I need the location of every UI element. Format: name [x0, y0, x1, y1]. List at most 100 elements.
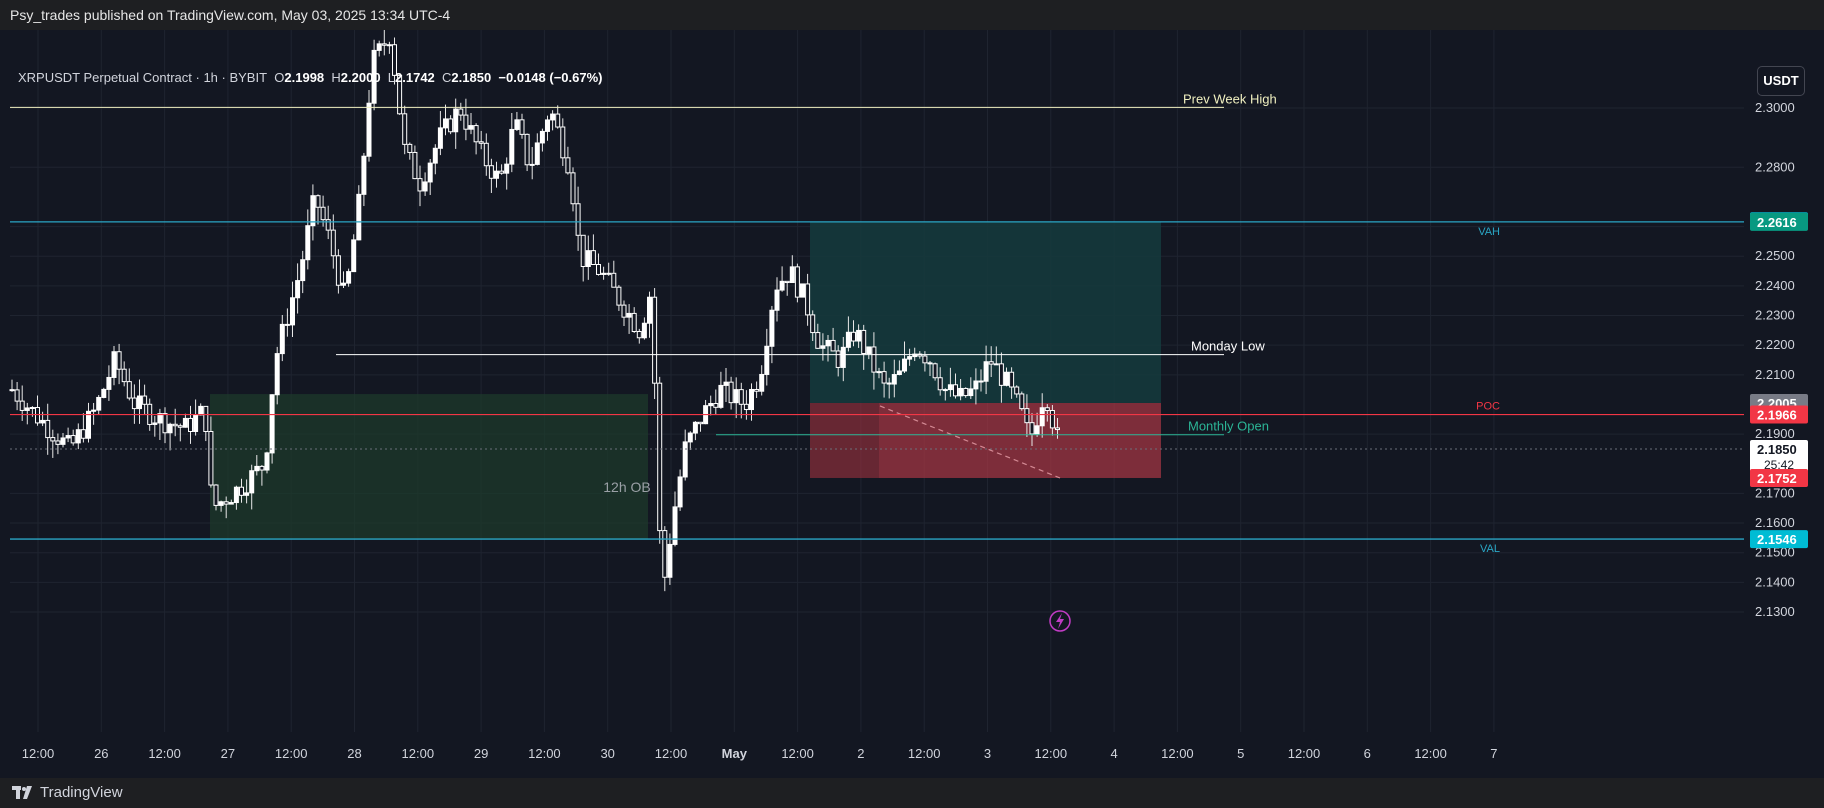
candle-body [585, 250, 591, 268]
candle-body [19, 400, 25, 411]
candle-body [356, 193, 362, 241]
candle-body [290, 297, 295, 326]
high-label: H [331, 70, 341, 85]
price-chart[interactable]: 12h OB Prev Week High VAH Monday Low POC Mon… [0, 27, 1824, 778]
candle-body [473, 125, 479, 143]
candle-body [1044, 407, 1050, 412]
time-tick-label: 12:00 [22, 746, 55, 761]
candle-body [1009, 371, 1015, 388]
level-vah-label: VAH [1478, 226, 1500, 238]
tradingview-logo[interactable]: TradingView [12, 778, 123, 808]
price-tick-label: 2.2300 [1755, 308, 1795, 323]
countdown-label: 25:42 [1764, 458, 1794, 472]
candle-body [876, 371, 882, 374]
candle-body [896, 370, 902, 376]
candle-body [137, 395, 142, 410]
candle-body [677, 476, 683, 508]
tradingview-logo-icon [12, 786, 32, 799]
time-tick-label: 3 [984, 746, 991, 761]
candle-body [1055, 427, 1060, 431]
candle-body [9, 389, 15, 392]
candle-body [1004, 371, 1009, 386]
level-poc-label: POC [1476, 401, 1500, 413]
currency-button[interactable]: USDT [1757, 66, 1805, 96]
candle-body [616, 286, 622, 306]
candle-body [75, 429, 81, 444]
candle-body [636, 330, 642, 339]
time-axis[interactable]: 12:00 26 12:00 27 12:00 28 12:00 29 12:00 30 12:00… [22, 610, 1498, 761]
candle-body [902, 358, 907, 372]
time-tick-label: 29 [474, 746, 488, 761]
candle-body [1049, 410, 1055, 429]
candle-body [575, 203, 581, 236]
candle-body [341, 282, 346, 286]
price-badge [1750, 212, 1808, 231]
candle-body [106, 376, 112, 390]
candle-body [932, 363, 938, 379]
candle-body [662, 530, 668, 578]
candle-body [101, 388, 107, 398]
candle-body [494, 170, 499, 179]
time-tick-label: 5 [1237, 746, 1244, 761]
lightning-icon-ring [1049, 610, 1071, 632]
candle-body [851, 331, 856, 342]
candle-body [545, 119, 550, 132]
candle-body [927, 362, 933, 365]
candle-body [1014, 386, 1020, 395]
candle-body [218, 501, 224, 506]
candle-body [279, 323, 285, 355]
candle-body [305, 225, 311, 261]
price-tick-label: 2.1500 [1755, 545, 1795, 560]
candle-body [468, 125, 474, 130]
candle-body [381, 43, 387, 46]
time-tick-label: 6 [1364, 746, 1371, 761]
lightning-icon-bolt [1056, 613, 1064, 629]
levels-layer: Prev Week High VAH Monday Low POC Monthly Op… [10, 91, 1744, 555]
candle-body [555, 113, 561, 128]
candle-body [131, 397, 137, 410]
candle-body [157, 413, 163, 424]
candle-body [478, 141, 484, 144]
price-axis[interactable]: 2.30002.28002.26002.25002.24002.23002.22… [1750, 100, 1808, 619]
candle-body [239, 486, 244, 496]
candle-body [432, 147, 438, 164]
candle-body [80, 429, 86, 439]
candle-body [116, 351, 122, 370]
candle-body [488, 165, 494, 179]
candle-body [784, 280, 790, 284]
candle-body [723, 381, 729, 386]
candle-body [249, 470, 255, 494]
candle-body [667, 543, 673, 578]
candle-body [560, 126, 566, 159]
candle-body [386, 44, 392, 47]
price-badge [1750, 439, 1808, 474]
candle-body [529, 163, 535, 166]
candle-body [805, 283, 811, 316]
candle-body [759, 373, 765, 392]
price-badge [1750, 405, 1808, 424]
time-tick-label: 12:00 [655, 746, 688, 761]
candle-body [871, 346, 877, 373]
candle-body [172, 423, 178, 427]
candle-body [942, 389, 948, 392]
low-value: 2.1742 [395, 70, 435, 85]
candle-body [126, 381, 132, 399]
candle-body [845, 331, 851, 348]
candle-body [657, 382, 663, 532]
candle-body [937, 377, 943, 391]
candle-body [213, 484, 219, 506]
candle-body [111, 351, 117, 378]
chart-area[interactable]: 12h OB Prev Week High VAH Monday Low POC Mon… [0, 27, 1824, 778]
time-tick-label: 4 [1110, 746, 1117, 761]
candle-body [330, 229, 336, 257]
price-badge [1750, 530, 1808, 549]
candle-body [718, 384, 724, 408]
publish-info: Psy_trades published on TradingView.com,… [10, 7, 451, 23]
candle-body [779, 280, 785, 291]
candle-body [458, 108, 464, 116]
candle-body [626, 312, 632, 318]
candle-body [223, 501, 229, 505]
candle-body [499, 170, 505, 174]
time-tick-label: 12:00 [1414, 746, 1447, 761]
candle-body [953, 384, 958, 397]
